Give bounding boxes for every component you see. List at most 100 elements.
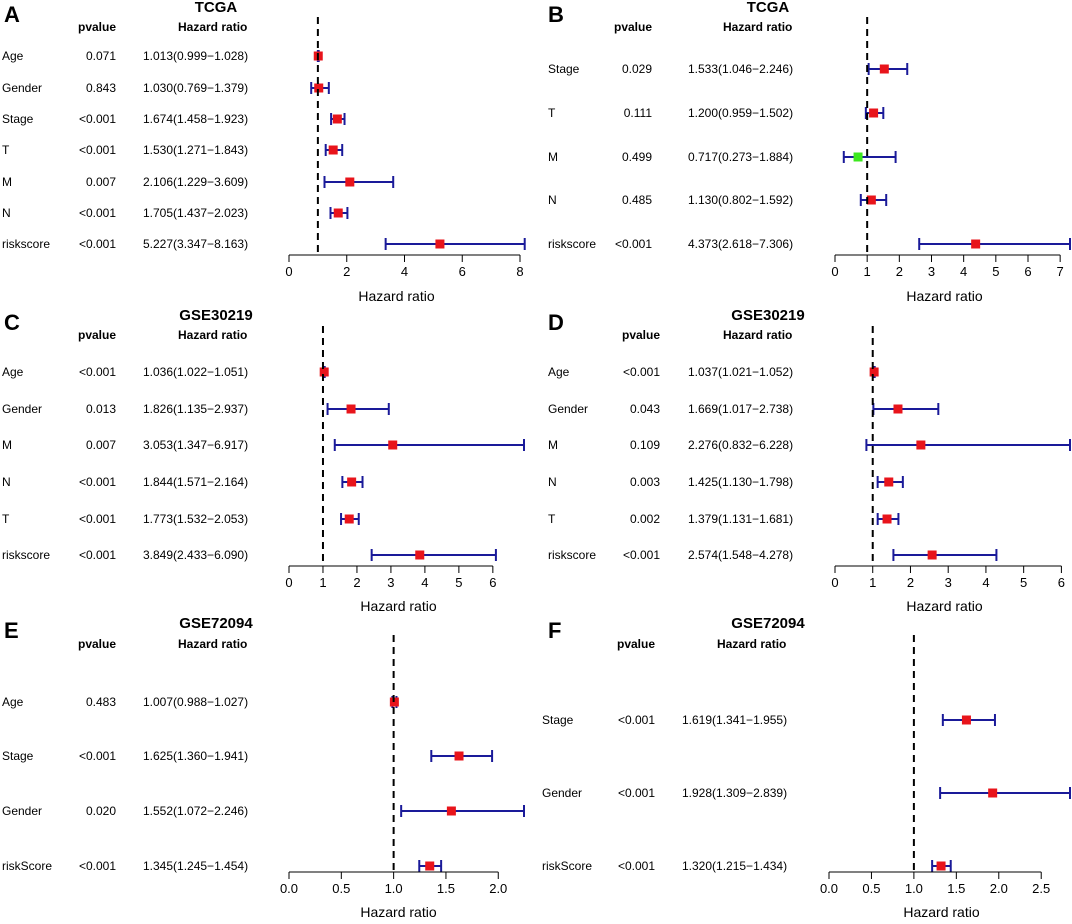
row-pvalue: 0.007 <box>86 175 116 189</box>
row-pvalue: <0.001 <box>79 548 116 562</box>
forest-row: riskscore <0.001 3.849(2.433−6.090) <box>2 548 497 562</box>
row-pvalue: <0.001 <box>79 475 116 489</box>
row-hr-text: 1.320(1.215−1.434) <box>682 859 787 873</box>
pvalue-header: pvalue <box>78 637 116 651</box>
x-tick-label: 1.0 <box>905 881 923 896</box>
x-tick-label: 5 <box>1020 575 1027 590</box>
forest-row: T 0.002 1.379(1.131−1.681) <box>548 512 900 526</box>
x-tick-label: 4 <box>421 575 428 590</box>
row-pvalue: <0.001 <box>79 143 116 157</box>
hazard-ratio-point <box>333 208 343 218</box>
forest-row: Stage <0.001 1.619(1.341−1.955) <box>542 713 996 727</box>
hazard-ratio-header: Hazard ratio <box>723 328 792 342</box>
hazard-ratio-point <box>425 861 435 871</box>
row-pvalue: <0.001 <box>623 365 660 379</box>
row-label: T <box>2 143 10 157</box>
x-tick-label: 6 <box>1058 575 1065 590</box>
row-hr-text: 1.200(0.959−1.502) <box>688 106 793 120</box>
pvalue-header: pvalue <box>614 20 652 34</box>
forest-row: Gender 0.843 1.030(0.769−1.379) <box>2 81 330 95</box>
row-label: T <box>2 512 10 526</box>
row-hr-text: 3.849(2.433−6.090) <box>143 548 248 562</box>
row-label: riskScore <box>542 859 592 873</box>
panel-a: A TCGA pvalue Hazard ratio Age 0.071 1.013(0.9… <box>2 0 526 304</box>
row-hr-text: 1.013(0.999−1.028) <box>143 49 248 63</box>
hazard-ratio-point <box>347 477 357 487</box>
row-label: M <box>548 438 558 452</box>
row-hr-text: 1.625(1.360−1.941) <box>143 749 248 763</box>
forest-row: Stage <0.001 1.625(1.360−1.941) <box>2 749 494 763</box>
row-hr-text: 1.130(0.802−1.592) <box>688 193 793 207</box>
row-label: Age <box>2 365 24 379</box>
row-pvalue: <0.001 <box>79 112 116 126</box>
x-tick-label: 3 <box>945 575 952 590</box>
hazard-ratio-point <box>869 367 879 377</box>
forest-row: Gender 0.013 1.826(1.135−2.937) <box>2 402 390 416</box>
row-label: riskScore <box>2 859 52 873</box>
forest-row: riskScore <0.001 1.320(1.215−1.434) <box>542 859 952 873</box>
row-label: N <box>2 206 11 220</box>
panel-letter: C <box>4 310 20 335</box>
row-label: T <box>548 512 556 526</box>
hazard-ratio-point <box>988 788 998 798</box>
row-pvalue: 0.485 <box>622 193 652 207</box>
forest-row: riskscore <0.001 5.227(3.347−8.163) <box>2 237 526 251</box>
hazard-ratio-point <box>346 404 356 414</box>
forest-row: Gender 0.020 1.552(1.072−2.246) <box>2 804 525 818</box>
x-tick-label: 6 <box>1024 264 1031 279</box>
x-axis-label: Hazard ratio <box>906 288 982 304</box>
x-tick-label: 0 <box>831 575 838 590</box>
forest-row: N 0.003 1.425(1.130−1.798) <box>548 475 904 489</box>
x-tick-label: 3 <box>928 264 935 279</box>
x-axis-label: Hazard ratio <box>360 598 436 614</box>
hazard-ratio-point <box>882 514 892 524</box>
x-tick-label: 1 <box>869 575 876 590</box>
x-axis-label: Hazard ratio <box>903 904 979 920</box>
row-label: Stage <box>2 112 34 126</box>
x-tick-label: 6 <box>459 264 466 279</box>
row-hr-text: 5.227(3.347−8.163) <box>143 237 248 251</box>
forest-row: Age 0.071 1.013(0.999−1.028) <box>2 49 323 63</box>
row-label: Gender <box>2 81 42 95</box>
row-label: N <box>548 193 557 207</box>
forest-row: riskScore <0.001 1.345(1.245−1.454) <box>2 859 443 873</box>
forest-row: M 0.109 2.276(0.832−6.228) <box>548 438 1071 452</box>
row-label: N <box>2 475 11 489</box>
row-pvalue: <0.001 <box>615 237 652 251</box>
pvalue-header: pvalue <box>622 328 660 342</box>
pvalue-header: pvalue <box>78 328 116 342</box>
row-pvalue: 0.071 <box>86 49 116 63</box>
row-hr-text: 4.373(2.618−7.306) <box>688 237 793 251</box>
row-pvalue: 0.109 <box>630 438 660 452</box>
row-hr-text: 1.037(1.021−1.052) <box>688 365 793 379</box>
row-pvalue: 0.499 <box>622 150 652 164</box>
forest-row: M 0.007 3.053(1.347−6.917) <box>2 438 525 452</box>
hazard-ratio-point <box>916 440 926 450</box>
panel-letter: E <box>4 618 19 643</box>
hazard-ratio-point <box>884 477 894 487</box>
row-label: riskscore <box>2 237 50 251</box>
x-tick-label: 2.5 <box>1032 881 1050 896</box>
hazard-ratio-point <box>446 806 456 816</box>
row-hr-text: 1.552(1.072−2.246) <box>143 804 248 818</box>
x-axis-label: Hazard ratio <box>360 904 436 920</box>
row-hr-text: 1.007(0.988−1.027) <box>143 695 248 709</box>
row-pvalue: 0.029 <box>622 62 652 76</box>
row-pvalue: <0.001 <box>618 859 655 873</box>
row-pvalue: <0.001 <box>79 859 116 873</box>
x-tick-label: 0.0 <box>280 881 298 896</box>
x-tick-label: 1.0 <box>385 881 403 896</box>
row-label: M <box>548 150 558 164</box>
row-hr-text: 1.530(1.271−1.843) <box>143 143 248 157</box>
forest-row: T <0.001 1.773(1.532−2.053) <box>2 512 360 526</box>
row-label: Age <box>2 49 24 63</box>
x-tick-label: 1 <box>864 264 871 279</box>
x-tick-label: 8 <box>516 264 523 279</box>
row-pvalue: <0.001 <box>79 365 116 379</box>
forest-row: riskscore <0.001 4.373(2.618−7.306) <box>548 237 1071 251</box>
hazard-ratio-point <box>879 64 889 74</box>
row-pvalue: 0.013 <box>86 402 116 416</box>
pvalue-header: pvalue <box>617 637 655 651</box>
panel-letter: F <box>548 618 561 643</box>
